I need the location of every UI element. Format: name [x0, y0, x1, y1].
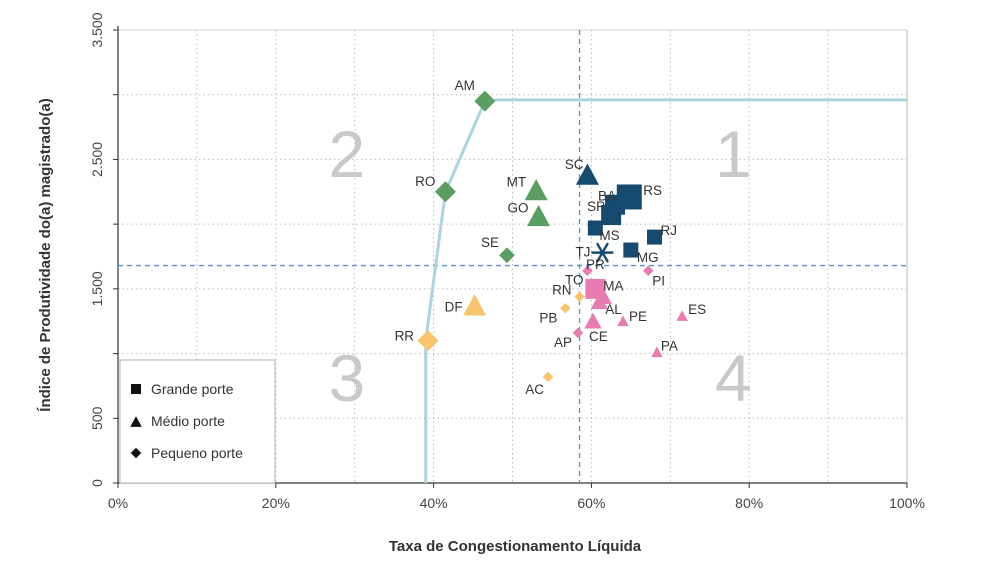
point-ce [584, 312, 602, 329]
point-label-ms: MS [599, 228, 619, 243]
point-ac [542, 371, 554, 383]
point-label-ap: AP [554, 335, 572, 350]
quadrant-numbers: 1 2 3 4 [328, 117, 751, 415]
point-es [676, 310, 688, 321]
x-tick-label: 40% [420, 495, 448, 511]
point-label-am: AM [455, 78, 475, 93]
point-label-go: GO [508, 200, 529, 215]
point-label-al: AL [605, 302, 622, 317]
x-axis-title: Taxa de Congestionamento Líquida [389, 538, 642, 555]
point-ms [587, 220, 603, 236]
point-label-ba: BA [598, 189, 616, 204]
point-label-sc: SC [565, 157, 584, 172]
point-label-rr: RR [395, 329, 415, 344]
legend-label: Pequeno porte [151, 445, 243, 461]
point-label-es: ES [688, 302, 706, 317]
point-rn [574, 291, 585, 302]
x-tick-label: 80% [735, 495, 763, 511]
point-label-ro: RO [415, 174, 435, 189]
point-label-mg: MG [637, 250, 659, 265]
point-label-ma: MA [603, 279, 623, 294]
y-tick-label: 0 [89, 479, 105, 487]
point-rr [417, 330, 439, 352]
point-label-ce: CE [589, 329, 608, 344]
point-al [590, 293, 608, 310]
legend-triangle-icon [130, 416, 142, 427]
point-ap [572, 327, 584, 339]
x-tick-label: 0% [108, 495, 128, 511]
point-label-pb: PB [539, 310, 557, 325]
point-ro [434, 181, 456, 203]
point-rj [647, 229, 663, 245]
point-label-to: TO [565, 273, 584, 288]
point-label-rn: RN [552, 283, 572, 298]
legend-square-icon [131, 384, 141, 394]
quadrant-number: 2 [328, 117, 365, 191]
asterisk-stroke [596, 242, 609, 263]
point-label-pa: PA [661, 338, 678, 353]
point-pb [560, 303, 571, 314]
point-pa [651, 346, 663, 358]
legend-label: Médio porte [151, 413, 225, 429]
point-am [474, 90, 496, 112]
x-tick-label: 100% [889, 495, 925, 511]
point-go [527, 204, 551, 227]
point-label-pe: PE [629, 309, 647, 324]
point-label-rs: RS [643, 183, 662, 198]
point-to [582, 265, 593, 276]
point-label-tj: TJ [575, 245, 590, 260]
quadrant-number: 4 [715, 341, 752, 415]
point-label-se: SE [481, 235, 499, 250]
x-tick-label: 60% [577, 495, 605, 511]
x-tick-label: 20% [262, 495, 290, 511]
quadrant-number: 1 [715, 117, 752, 191]
point-label-ac: AC [525, 382, 544, 397]
point-label-df: DF [445, 300, 463, 315]
point-se [499, 247, 515, 264]
reference-lines [118, 30, 907, 483]
point-tj [591, 242, 614, 263]
point-sc [575, 163, 599, 185]
frontier-line [424, 98, 907, 483]
legend-diamond-icon [130, 447, 142, 459]
point-df [463, 294, 487, 316]
y-tick-label: 500 [89, 406, 105, 430]
point-mg [623, 242, 639, 258]
point-label-mt: MT [507, 174, 527, 189]
y-axis-title: Índice de Produtividade do(a) magistrado… [37, 98, 54, 411]
y-tick-label: 3.500 [89, 12, 105, 47]
data-points [417, 90, 688, 383]
legend-label: Grande porte [151, 381, 234, 397]
x-axis-ticks: 0% 20% 40% 60% 80% 100% [108, 483, 925, 511]
point-sp [601, 205, 622, 226]
legend-box [119, 359, 276, 484]
point-pi [642, 265, 654, 276]
legend: Grande porte Médio porte Pequeno porte [119, 359, 276, 484]
y-tick-label: 1.500 [89, 271, 105, 306]
point-mt [524, 178, 548, 201]
point-label-sp: SP [587, 199, 605, 214]
point-pe [617, 315, 629, 327]
efficiency-frontier [424, 98, 907, 483]
point-label-pr: PR [586, 257, 605, 272]
y-axis-ticks: 0 500 1.500 2.500 3.500 [89, 12, 118, 487]
y-tick-label: 2.500 [89, 142, 105, 177]
quadrant-number: 3 [328, 341, 365, 415]
point-label-rj: RJ [661, 223, 678, 238]
point-label-pi: PI [652, 274, 665, 289]
